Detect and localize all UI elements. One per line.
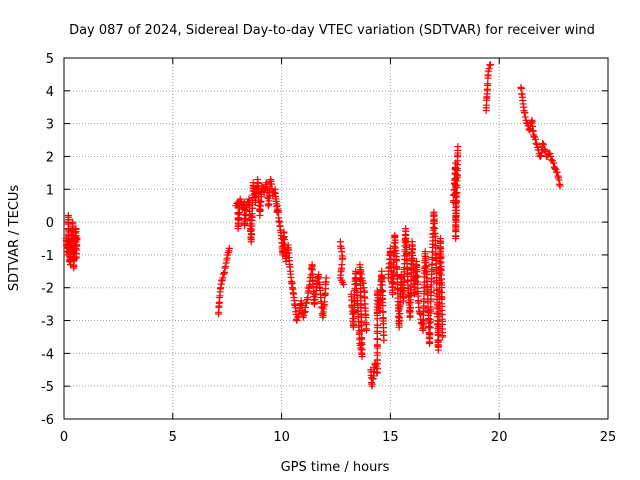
- data-point: [539, 139, 547, 147]
- data-point: [533, 141, 541, 149]
- x-axis-label: GPS time / hours: [281, 460, 390, 475]
- data-point: [547, 152, 555, 160]
- y-tick-label: -2: [41, 282, 54, 297]
- x-tick-label: 20: [491, 430, 508, 445]
- data-point: [454, 143, 462, 151]
- data-point: [553, 168, 561, 176]
- data-point: [539, 140, 547, 148]
- grid: [64, 58, 608, 419]
- data-point: [379, 307, 387, 315]
- y-tick-label: 3: [46, 118, 54, 133]
- data-point: [73, 235, 81, 242]
- data-points: [62, 61, 564, 390]
- x-tick-label: 15: [382, 430, 399, 445]
- y-tick-label: 0: [46, 216, 54, 231]
- x-tick-label: 25: [600, 430, 617, 445]
- data-point: [486, 61, 494, 69]
- y-tick-label: 5: [46, 52, 54, 67]
- data-point: [426, 330, 434, 338]
- data-point: [556, 182, 564, 190]
- y-axis-label: SDTVAR / TECUs: [7, 185, 22, 292]
- y-tick-label: 4: [46, 85, 54, 100]
- data-point: [373, 321, 381, 329]
- data-point: [521, 113, 529, 121]
- y-tick-label: 1: [46, 183, 54, 198]
- y-tick-label: 2: [46, 150, 54, 165]
- y-tick-label: -6: [41, 413, 54, 428]
- data-point: [362, 326, 370, 334]
- y-tick-label: -3: [41, 315, 54, 330]
- data-point: [270, 189, 278, 197]
- data-point: [541, 146, 549, 154]
- data-point: [532, 139, 540, 147]
- data-point: [551, 164, 559, 172]
- data-point: [225, 244, 233, 252]
- data-point: [393, 257, 401, 265]
- data-point: [380, 336, 388, 344]
- data-point: [525, 125, 533, 133]
- data-point: [531, 135, 539, 143]
- data-point: [361, 294, 369, 302]
- data-point: [486, 61, 494, 69]
- data-point: [321, 298, 329, 306]
- data-point: [340, 280, 348, 288]
- axis-ticks: 0 5 10 15 20 25 -6 -5 -4 -3 -2 -1 0 1 2 3 4 5: [41, 52, 616, 445]
- x-tick-label: 0: [60, 430, 68, 445]
- data-point: [404, 270, 412, 278]
- data-point: [439, 333, 447, 341]
- data-point: [485, 65, 493, 73]
- x-tick-label: 5: [169, 430, 177, 445]
- x-tick-label: 10: [273, 430, 290, 445]
- data-point: [293, 317, 301, 325]
- data-point: [358, 334, 366, 342]
- data-point: [550, 159, 558, 167]
- data-point: [426, 315, 434, 323]
- y-tick-label: -4: [41, 347, 54, 362]
- y-tick-label: -1: [41, 249, 54, 264]
- data-point: [379, 302, 387, 310]
- chart-title: Day 087 of 2024, Sidereal Day-to-day VTE…: [69, 23, 595, 38]
- data-point: [322, 274, 330, 282]
- y-tick-label: -5: [41, 380, 54, 395]
